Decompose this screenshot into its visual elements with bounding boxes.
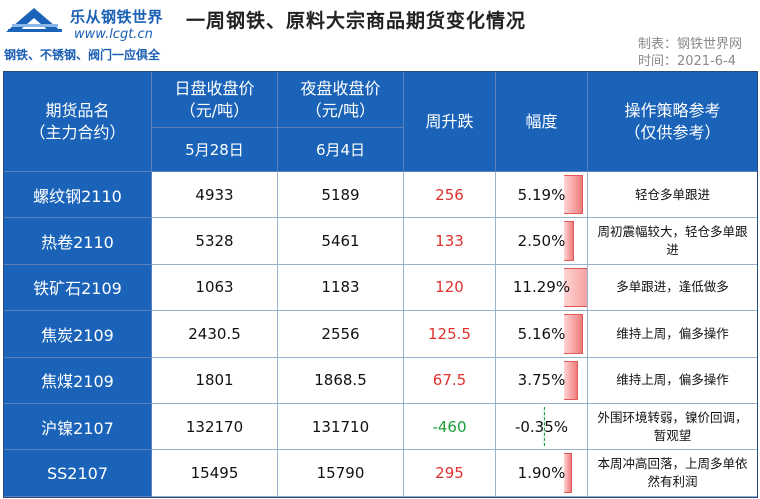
row-night-cell: 5189 [278,172,404,219]
pct-bar-negative [542,407,545,447]
table-maker: 制表：钢铁世界网 [637,37,742,52]
header-night-date: 6月4日 [278,128,404,172]
row-pct-cell: -0.35% [496,404,588,451]
row-name-cell: 焦煤2109 [4,357,152,404]
row-strategy-cell: 外围环境转弱，镍价回调，暂观望 [588,404,757,451]
row-name-cell: 铁矿石2109 [4,264,152,312]
row-change-cell: 67.5 [404,357,496,404]
row-change-cell: 295 [404,450,496,497]
header-strategy: 操作策略参考 （仅供参考） [588,72,757,172]
pct-value: 3.75% [517,371,566,390]
pct-bar [564,453,572,493]
pct-value: 11.29% [512,278,571,297]
row-change-cell: 125.5 [404,311,496,358]
row-name-cell: SS2107 [4,450,152,497]
slogan: 钢铁、不锈钢、阀门一应俱全 [4,48,161,62]
header-day-price: 日盘收盘价 （元/吨） [152,72,278,128]
row-strategy-cell: 本周冲高回落，上周多单依然有利润 [588,450,757,497]
row-name-cell: 螺纹钢2110 [4,172,152,219]
row-day-cell: 5328 [152,218,278,265]
row-night-cell: 1868.5 [278,357,404,404]
pct-value: -0.35% [514,417,569,436]
table-time: 时间：2021-6-4 [637,54,736,69]
pct-bar [564,221,574,261]
row-strategy-cell: 轻仓多单跟进 [588,172,757,219]
header-night-price: 夜盘收盘价 （元/吨） [278,72,404,128]
row-change-cell: 256 [404,172,496,219]
row-day-cell: 1801 [152,357,278,404]
pct-bar [564,360,579,400]
futures-table: 期货品名 （主力合约） 日盘收盘价 （元/吨） 夜盘收盘价 （元/吨） 5月28… [3,71,758,498]
header-pct: 幅度 [496,72,588,172]
row-night-cell: 1183 [278,264,404,312]
row-day-cell: 1063 [152,264,278,312]
row-strategy-cell: 周初震幅较大，轻仓多单跟进 [588,218,757,265]
row-pct-cell: 1.90% [496,450,588,497]
row-strategy-cell: 维持上周，偏多操作 [588,357,757,404]
pct-bar [564,175,584,215]
row-change-cell: 133 [404,218,496,265]
row-day-cell: 15495 [152,450,278,497]
row-name-cell: 沪镍2107 [4,404,152,451]
row-pct-cell: 5.16% [496,311,588,358]
header-name: 期货品名 （主力合约） [4,72,152,172]
logo: 乐从钢铁世界 www.lcgt.cn 钢铁、不锈钢、阀门一应俱全 [4,4,182,70]
pct-value: 2.50% [517,232,566,251]
row-night-cell: 2556 [278,311,404,358]
table-meta: 制表：钢铁世界网 时间：2021-6-4 [638,36,742,70]
site-url: www.lcgt.cn [74,27,153,42]
row-strategy-cell: 维持上周，偏多操作 [588,311,757,358]
row-day-cell: 4933 [152,172,278,219]
pct-bar [564,267,587,308]
row-pct-cell: 5.19% [496,172,588,219]
row-night-cell: 15790 [278,450,404,497]
row-name-cell: 热卷2110 [4,218,152,265]
row-night-cell: 131710 [278,404,404,451]
pct-value: 5.16% [517,324,566,343]
page-title: 一周钢铁、原料大宗商品期货变化情况 [186,10,527,32]
pct-value: 5.19% [517,185,566,204]
pct-bar [564,314,584,354]
row-name-cell: 焦炭2109 [4,311,152,358]
row-pct-cell: 2.50% [496,218,588,265]
row-strategy-cell: 多单跟进，逢低做多 [588,264,757,312]
pct-value: 1.90% [517,464,566,483]
header-change: 周升跌 [404,72,496,172]
row-pct-cell: 3.75% [496,357,588,404]
row-change-cell: 120 [404,264,496,312]
row-night-cell: 5461 [278,218,404,265]
row-day-cell: 132170 [152,404,278,451]
brand-name: 乐从钢铁世界 [70,8,164,26]
row-change-cell: -460 [404,404,496,451]
row-day-cell: 2430.5 [152,311,278,358]
header-day-date: 5月28日 [152,128,278,172]
logo-mark-icon [6,8,62,32]
row-pct-cell: 11.29% [496,264,588,312]
